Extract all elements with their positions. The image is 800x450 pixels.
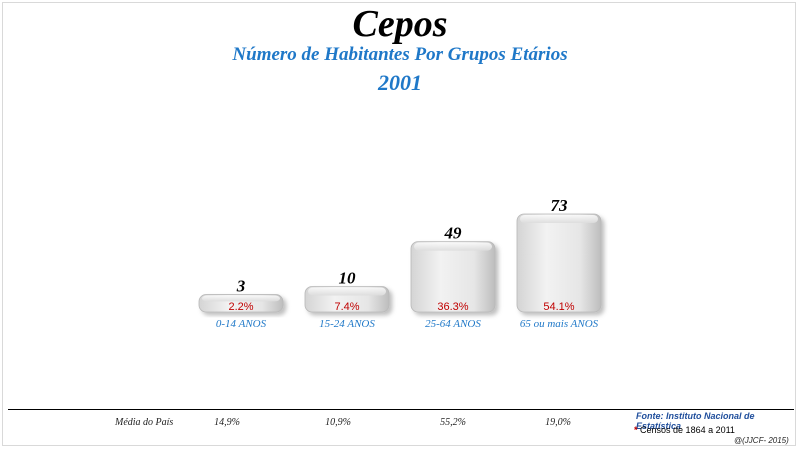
value-label-65-plus: 73 — [551, 196, 569, 215]
media-value-25-64: 55,2% — [440, 417, 466, 428]
chart-frame — [2, 2, 796, 446]
category-label-15-24: 15-24 ANOS — [319, 318, 375, 330]
media-value-15-24: 10,9% — [325, 417, 351, 428]
censos-text: Censos de 1864 a 2011 — [640, 425, 735, 435]
bar-25-64 — [410, 241, 496, 313]
chart-year: 2001 — [378, 70, 422, 95]
media-pais-label: Média do País — [115, 417, 174, 428]
category-label-25-64: 25-64 ANOS — [425, 318, 481, 330]
percent-label-25-64: 36.3% — [437, 301, 468, 313]
bar-top-15-24 — [308, 287, 386, 296]
percent-label-15-24: 7.4% — [334, 301, 359, 313]
bar-top-0-14 — [202, 295, 280, 302]
bar-top-65-plus — [520, 215, 598, 223]
value-label-0-14: 3 — [236, 277, 246, 296]
footer-divider — [8, 409, 794, 410]
percent-label-0-14: 2.2% — [228, 301, 253, 313]
percent-label-65-plus: 54.1% — [543, 301, 574, 313]
media-value-65-plus: 19,0% — [545, 417, 571, 428]
source-note: Fonte: Instituto Nacional de Estatística — [636, 411, 755, 431]
copyright-note: @(JJCF- 2015) — [734, 436, 789, 445]
category-label-65-plus: 65 ou mais ANOS — [520, 318, 599, 330]
chart-subtitle: Número de Habitantes Por Grupos Etários — [232, 44, 568, 65]
bar-top-25-64 — [414, 242, 492, 251]
censos-star: * — [634, 425, 638, 435]
category-label-0-14: 0-14 ANOS — [216, 318, 267, 330]
value-label-15-24: 10 — [339, 268, 357, 287]
chart-title: Cepos — [352, 3, 448, 45]
censos-note: * Censos de 1864 a 2011 — [634, 425, 735, 435]
value-label-25-64: 49 — [444, 224, 463, 243]
bar-65-plus — [516, 213, 602, 313]
media-value-0-14: 14,9% — [214, 417, 240, 428]
